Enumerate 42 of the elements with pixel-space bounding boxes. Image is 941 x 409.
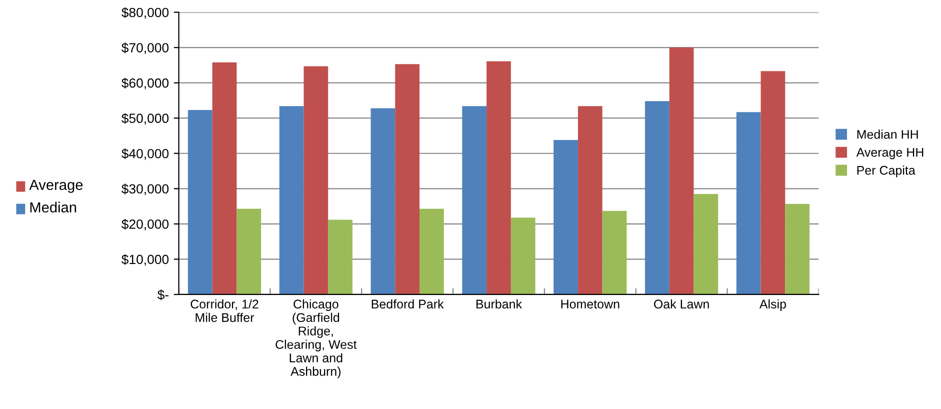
bar — [578, 106, 602, 294]
legend-label: Median HH — [857, 130, 918, 139]
bar — [236, 208, 262, 294]
bar — [602, 210, 627, 294]
y-tick-label: $20,000 — [122, 218, 169, 230]
bar — [736, 112, 761, 294]
x-tick-label: Alsip — [759, 299, 786, 311]
x-tick-label: Burbank — [476, 299, 522, 309]
y-tick-label: $70,000 — [122, 42, 169, 54]
bar — [694, 194, 718, 294]
x-tick-label: Hometown — [561, 300, 620, 309]
bar — [669, 48, 694, 294]
bar — [554, 140, 578, 294]
x-tick-label: Corridor, 1/2 Mile Buffer — [190, 299, 258, 322]
bar — [510, 218, 536, 294]
bar — [304, 66, 328, 294]
bar — [328, 220, 352, 294]
bar — [212, 62, 237, 294]
text: Median — [30, 202, 76, 213]
bar — [420, 208, 444, 294]
x-tick-label: Bedford Park — [372, 299, 444, 309]
bar — [785, 204, 810, 294]
y-tick-label: $50,000 — [122, 113, 169, 125]
bar — [760, 71, 786, 294]
y-tick-label: $40,000 — [122, 148, 169, 160]
y-tick-label: $80,000 — [122, 7, 169, 19]
bar — [370, 108, 396, 294]
y-tick-label: $30,000 — [122, 184, 169, 196]
bar — [486, 61, 511, 294]
bar — [462, 106, 487, 294]
y-tick-label: $60,000 — [122, 78, 169, 90]
bar — [644, 101, 670, 294]
legend-label: Per Capita — [857, 166, 916, 178]
y-tick-label: $- — [157, 289, 168, 300]
x-tick-label: Oak Lawn — [654, 299, 709, 309]
text: Average — [29, 180, 83, 193]
bar — [279, 106, 304, 294]
y-tick-label: $10,000 — [122, 254, 169, 266]
bar — [395, 64, 420, 294]
bar — [188, 110, 212, 294]
x-tick-label: Chicago (Garfield Ridge, Clearing, West Lawn and Ashburn) — [276, 299, 357, 378]
legend-label: Average HH — [856, 148, 924, 160]
